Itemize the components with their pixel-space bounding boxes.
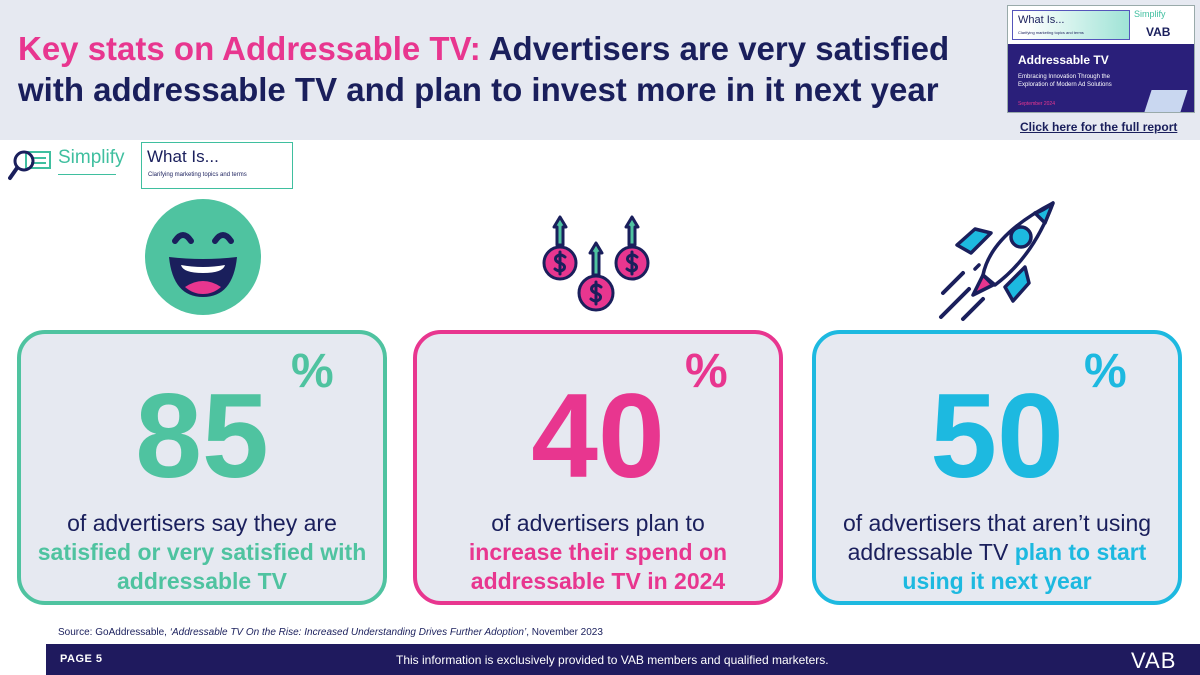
stat-text: of advertisers that aren’t using address… [842,510,1152,565]
stat-value: 40 [531,369,665,503]
stat-card-spend: 40 % of advertisers plan to increase thei… [413,330,783,605]
money-growth-icon [538,205,662,320]
thumbnail-simplify-label: Simplify [1134,9,1166,19]
thumbnail-title: Addressable TV [1018,53,1109,67]
simplify-logo: Simplify [8,144,136,184]
magnifier-icon [8,150,51,180]
stat-unit: % [685,345,728,398]
stat-card-satisfied: 85 % of advertisers say they are satisfie… [17,330,387,605]
vab-logo: VAB [1131,648,1177,673]
whatis-badge: What Is... Clarifying marketing topics a… [141,142,293,189]
source-citation: Source: GoAddressable, ‘Addressable TV O… [58,627,603,638]
thumbnail-vab-logo: VAB [1146,25,1171,39]
stat-card-adoption: 50 % of advertisers that aren’t using ad… [812,330,1182,605]
title-accent: Key stats on Addressable TV: [18,30,481,67]
simplify-label: Simplify [58,147,125,168]
stat-unit: % [1084,345,1127,398]
thumbnail-whatis-box: What Is... Clarifying marketing topics a… [1012,10,1130,40]
stat-unit: % [291,345,334,398]
whatis-sub: Clarifying marketing topics and terms [148,172,247,178]
stat-value: 50 [930,369,1064,503]
thumbnail-whatis-sub: Clarifying marketing topics and terms [1018,30,1084,35]
source-suffix: , November 2023 [526,627,603,638]
full-report-link[interactable]: Click here for the full report [1020,120,1178,134]
whatis-label: What Is... [147,147,219,166]
footer-bar: PAGE 5 This information is exclusively p… [46,644,1200,675]
smiley-face-icon [143,197,263,322]
stat-highlight: increase their spend on addressable TV i… [468,539,728,594]
title-rest: Advertisers are very satisfied with addr… [18,30,950,108]
header-band [0,0,1200,140]
thumbnail-date: September 2024 [1018,101,1055,107]
stat-description: of advertisers that aren’t using address… [816,509,1178,596]
stat-highlight: satisfied or very satisfied with address… [37,539,367,594]
page-title: Key stats on Addressable TV: Advertisers… [18,28,1018,110]
simplify-underline [58,174,116,175]
page-number: PAGE 5 [60,653,103,665]
stat-value: 85 [135,369,269,503]
report-thumbnail[interactable]: What Is... Clarifying marketing topics a… [1007,5,1195,113]
thumbnail-decoration [1144,90,1188,112]
stat-text: of advertisers plan to [491,510,705,536]
thumbnail-whatis-label: What Is... [1018,14,1065,26]
stat-description: of advertisers plan to increase their spe… [417,509,779,596]
stat-highlight: plan to start using it next year [902,539,1147,594]
stat-text: of advertisers say they are [67,510,337,536]
source-title: ‘Addressable TV On the Rise: Increased U… [169,627,527,638]
stat-description: of advertisers say they are satisfied or … [21,509,383,596]
thumbnail-subtitle: Embracing Innovation Through the Explora… [1018,74,1112,88]
source-prefix: Source: GoAddressable, [58,627,170,638]
footer-disclaimer: This information is exclusively provided… [396,653,829,667]
rocket-icon [935,195,1065,328]
